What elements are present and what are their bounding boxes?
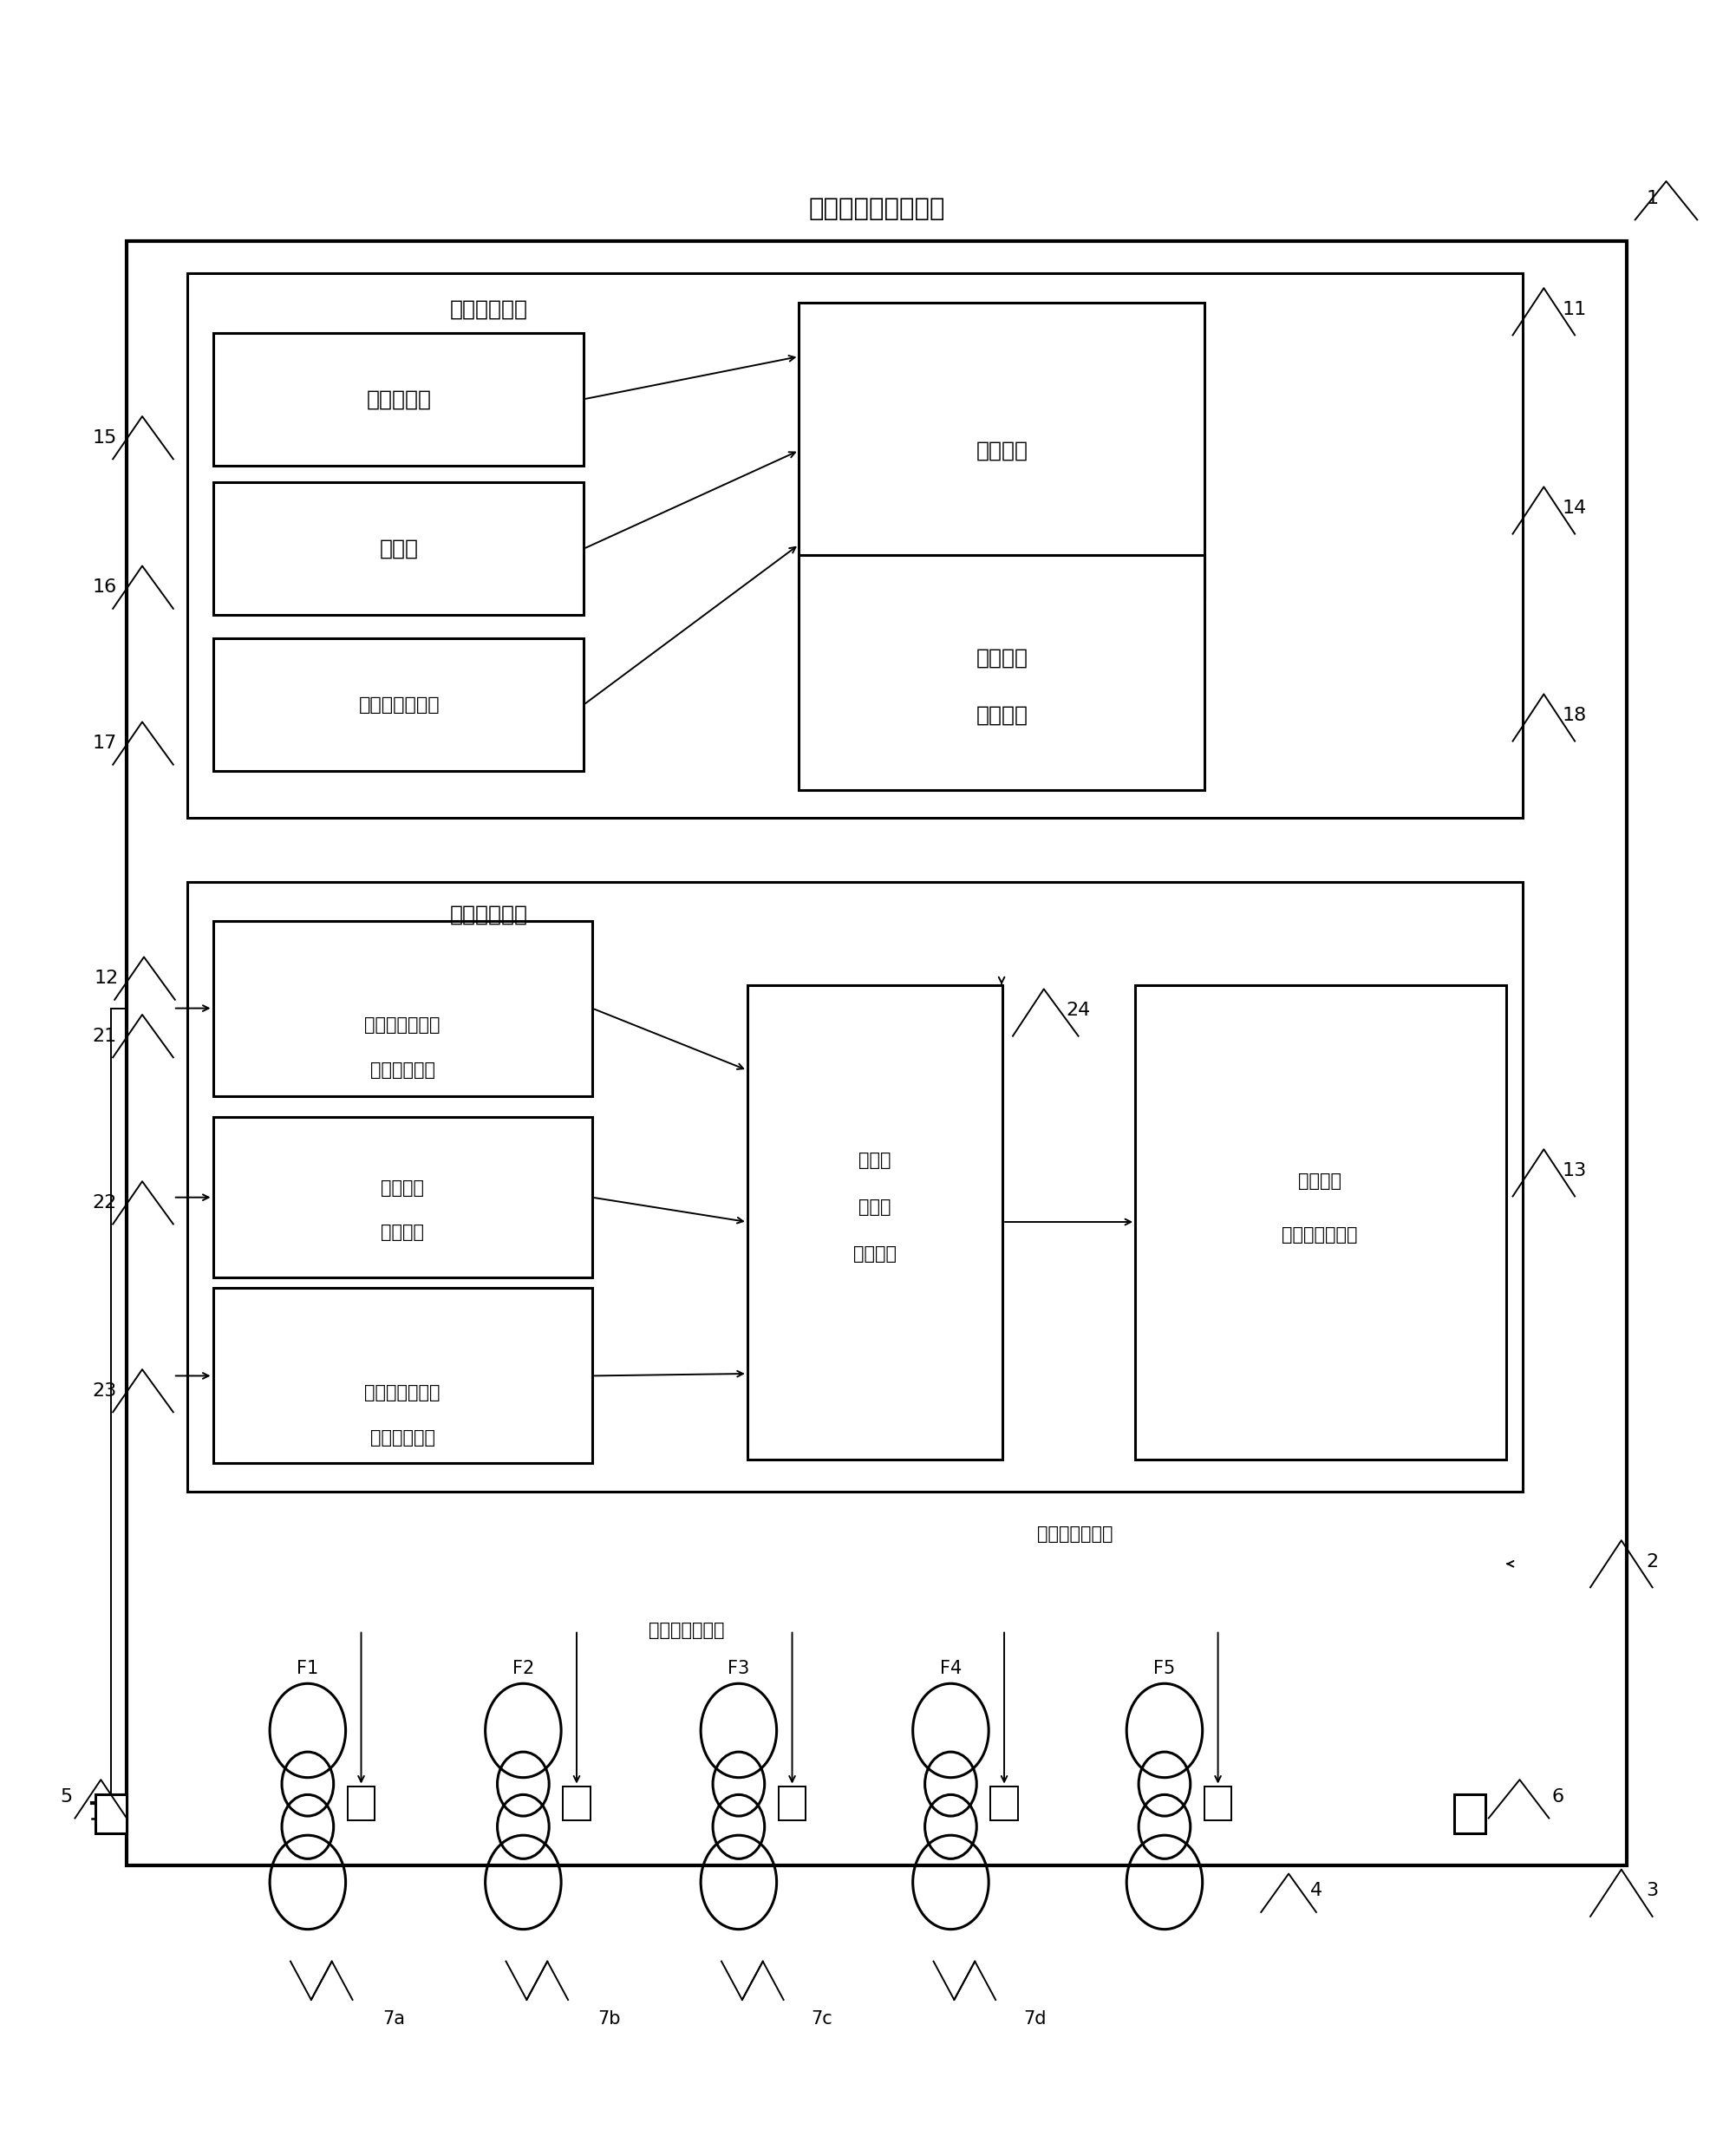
Bar [214, 638, 583, 771]
Text: 16: 16 [92, 578, 116, 595]
Text: 12: 12 [94, 969, 118, 986]
Text: 4: 4 [1311, 1883, 1323, 1900]
Text: F2: F2 [512, 1659, 535, 1676]
Bar [1455, 1794, 1486, 1833]
Bar [1205, 1786, 1233, 1820]
Bar [214, 920, 592, 1096]
Bar [127, 241, 1627, 1865]
Text: 5: 5 [61, 1788, 73, 1805]
Text: 最终机架辊速度: 最终机架辊速度 [1036, 1526, 1113, 1543]
Text: 7c: 7c [811, 2009, 832, 2029]
Text: 23: 23 [92, 1382, 116, 1399]
Text: 精轧输出侧温度: 精轧输出侧温度 [365, 1384, 441, 1401]
Text: 预设控制机构: 预设控制机构 [450, 299, 528, 320]
Bar [214, 333, 583, 466]
Bar [214, 484, 583, 615]
Text: 14: 14 [1562, 499, 1587, 518]
Text: 偏差修正单元: 偏差修正单元 [370, 1062, 436, 1079]
Text: F4: F4 [939, 1659, 962, 1676]
Text: 13: 13 [1562, 1163, 1587, 1180]
Text: 修正单元: 修正单元 [380, 1225, 424, 1242]
Text: 标准流量模式表: 标准流量模式表 [359, 696, 439, 713]
Bar [799, 554, 1205, 791]
Text: 却指令生成单元: 却指令生成单元 [1281, 1227, 1358, 1244]
Text: 11: 11 [1562, 301, 1587, 318]
Text: 机架间冷却控制装置: 机架间冷却控制装置 [809, 198, 944, 221]
Text: 21: 21 [92, 1027, 116, 1044]
Text: F1: F1 [297, 1659, 319, 1676]
Bar [746, 984, 1002, 1459]
Bar [187, 273, 1522, 819]
Text: 制输出: 制输出 [859, 1199, 891, 1216]
Bar [991, 1786, 1017, 1820]
Text: 18: 18 [1562, 707, 1587, 724]
Text: 7d: 7d [1024, 2009, 1047, 2029]
Text: 2: 2 [1646, 1554, 1658, 1571]
Text: 3: 3 [1646, 1883, 1658, 1900]
Text: 速度表: 速度表 [380, 539, 418, 559]
Text: F5: F5 [1154, 1659, 1175, 1676]
Bar [1135, 984, 1505, 1459]
Text: 速度偏差: 速度偏差 [380, 1180, 424, 1197]
Text: 精轧输入侧温度: 精轧输入侧温度 [365, 1016, 441, 1034]
Bar [95, 1794, 127, 1833]
Text: 22: 22 [92, 1195, 116, 1212]
Text: 动态控制机构: 动态控制机构 [450, 905, 528, 924]
Bar [214, 1287, 592, 1463]
Bar [562, 1786, 590, 1820]
Text: 7a: 7a [382, 2009, 404, 2029]
Bar [778, 1786, 806, 1820]
Text: 生成单元: 生成单元 [852, 1244, 896, 1264]
Text: 15: 15 [92, 430, 116, 447]
Text: 钢板温度: 钢板温度 [976, 647, 1028, 668]
Text: 6: 6 [1552, 1788, 1564, 1805]
Text: 7b: 7b [597, 2009, 621, 2029]
Text: 偏差修正单元: 偏差修正单元 [370, 1429, 436, 1446]
Text: F3: F3 [727, 1659, 750, 1676]
Text: 推定模型: 推定模型 [976, 705, 1028, 726]
Text: 17: 17 [92, 735, 116, 752]
Text: 24: 24 [1066, 1001, 1090, 1019]
Text: 1: 1 [1646, 189, 1658, 206]
Bar [347, 1786, 375, 1820]
Text: 机架间冷却指令: 机架间冷却指令 [649, 1622, 726, 1640]
Text: 机架间冷: 机架间冷 [1299, 1173, 1342, 1191]
Bar [187, 883, 1522, 1491]
Bar [214, 1117, 592, 1277]
Text: 动态控: 动态控 [859, 1152, 891, 1169]
Bar [799, 303, 1205, 597]
Text: 预设单元: 预设单元 [976, 441, 1028, 460]
Text: 目标温度表: 目标温度表 [366, 389, 432, 410]
